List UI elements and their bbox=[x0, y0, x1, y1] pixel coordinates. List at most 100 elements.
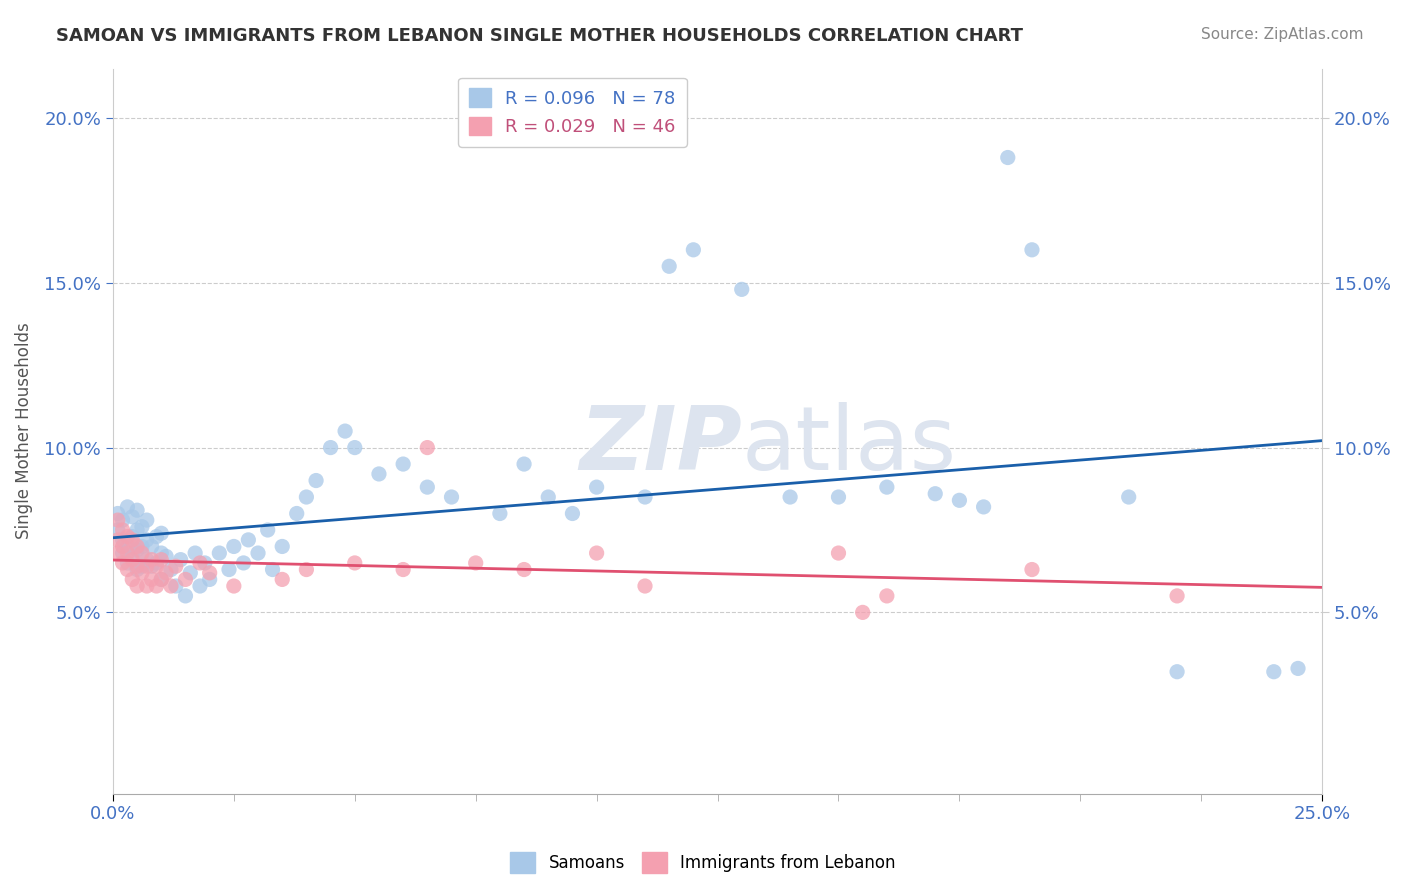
Point bbox=[392, 562, 415, 576]
Point bbox=[174, 589, 197, 603]
Point bbox=[135, 579, 157, 593]
Point bbox=[111, 540, 134, 554]
Point bbox=[295, 490, 318, 504]
Point bbox=[127, 540, 149, 554]
Point bbox=[127, 579, 149, 593]
Point bbox=[111, 546, 134, 560]
Point bbox=[256, 523, 278, 537]
Point bbox=[145, 530, 167, 544]
Point bbox=[121, 533, 143, 547]
Point bbox=[117, 556, 139, 570]
Point bbox=[305, 474, 328, 488]
Point bbox=[145, 579, 167, 593]
Point bbox=[188, 556, 211, 570]
Point bbox=[111, 533, 134, 547]
Point bbox=[416, 480, 439, 494]
Point bbox=[1021, 562, 1043, 576]
Point bbox=[343, 441, 366, 455]
Point bbox=[150, 526, 173, 541]
Point bbox=[876, 480, 898, 494]
Point bbox=[135, 552, 157, 566]
Point bbox=[948, 493, 970, 508]
Point bbox=[127, 542, 149, 557]
Point bbox=[160, 562, 183, 576]
Point bbox=[319, 441, 342, 455]
Point bbox=[131, 540, 153, 554]
Point bbox=[188, 579, 211, 593]
Point bbox=[392, 457, 415, 471]
Point bbox=[1021, 243, 1043, 257]
Point bbox=[150, 546, 173, 560]
Point bbox=[107, 546, 129, 560]
Point bbox=[127, 559, 149, 574]
Point bbox=[141, 559, 163, 574]
Point bbox=[121, 509, 143, 524]
Point bbox=[876, 589, 898, 603]
Point bbox=[464, 556, 486, 570]
Point bbox=[141, 552, 163, 566]
Point bbox=[155, 549, 177, 564]
Point bbox=[262, 562, 284, 576]
Point bbox=[634, 579, 657, 593]
Point bbox=[295, 562, 318, 576]
Point bbox=[218, 562, 240, 576]
Point bbox=[111, 523, 134, 537]
Text: Source: ZipAtlas.com: Source: ZipAtlas.com bbox=[1201, 27, 1364, 42]
Point bbox=[973, 500, 995, 514]
Point bbox=[271, 540, 294, 554]
Point bbox=[131, 559, 153, 574]
Point bbox=[121, 549, 143, 564]
Point bbox=[440, 490, 463, 504]
Point bbox=[141, 540, 163, 554]
Point bbox=[127, 503, 149, 517]
Point bbox=[682, 243, 704, 257]
Y-axis label: Single Mother Households: Single Mother Households bbox=[15, 323, 32, 540]
Point bbox=[150, 573, 173, 587]
Point bbox=[198, 573, 221, 587]
Point bbox=[160, 579, 183, 593]
Point bbox=[368, 467, 391, 481]
Point bbox=[827, 546, 849, 560]
Point bbox=[165, 579, 187, 593]
Point bbox=[145, 556, 167, 570]
Point bbox=[537, 490, 560, 504]
Point bbox=[561, 507, 583, 521]
Point bbox=[184, 546, 207, 560]
Point bbox=[827, 490, 849, 504]
Point bbox=[141, 573, 163, 587]
Point bbox=[634, 490, 657, 504]
Point bbox=[489, 507, 512, 521]
Point bbox=[127, 523, 149, 537]
Point bbox=[121, 552, 143, 566]
Point bbox=[145, 559, 167, 574]
Point bbox=[121, 530, 143, 544]
Point bbox=[779, 490, 801, 504]
Point bbox=[131, 566, 153, 580]
Point bbox=[150, 573, 173, 587]
Point bbox=[271, 573, 294, 587]
Point bbox=[416, 441, 439, 455]
Point bbox=[343, 556, 366, 570]
Point bbox=[107, 533, 129, 547]
Point bbox=[107, 513, 129, 527]
Point bbox=[247, 546, 270, 560]
Point bbox=[107, 507, 129, 521]
Point bbox=[165, 559, 187, 574]
Point bbox=[585, 480, 607, 494]
Point bbox=[238, 533, 260, 547]
Point bbox=[1263, 665, 1285, 679]
Point bbox=[174, 573, 197, 587]
Point bbox=[585, 546, 607, 560]
Point bbox=[169, 552, 191, 566]
Point bbox=[731, 282, 754, 296]
Point bbox=[135, 559, 157, 574]
Point bbox=[107, 523, 129, 537]
Point bbox=[333, 424, 356, 438]
Point bbox=[121, 573, 143, 587]
Point bbox=[924, 487, 946, 501]
Point bbox=[127, 562, 149, 576]
Point bbox=[232, 556, 254, 570]
Text: atlas: atlas bbox=[742, 402, 957, 489]
Point bbox=[194, 556, 217, 570]
Point bbox=[222, 540, 245, 554]
